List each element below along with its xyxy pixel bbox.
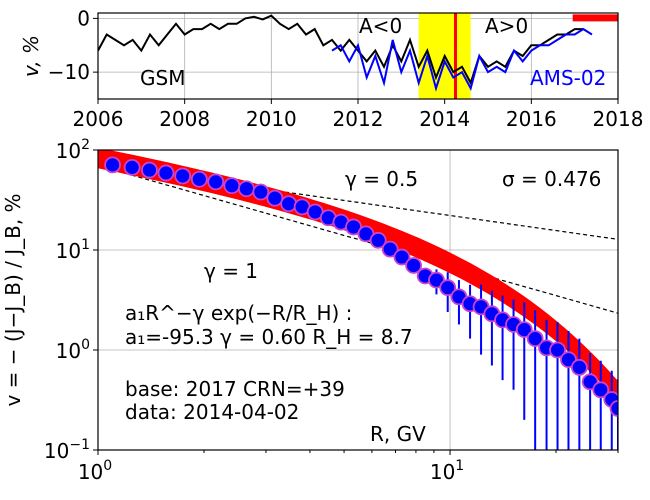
data-point (393, 248, 411, 266)
top-panel: 2006 2008 2010 2012 2014 2016 2018 0 −10 v, % GS… (19, 6, 643, 131)
ams-label: AMS-02 (530, 66, 606, 90)
data-point (266, 189, 284, 207)
data-point (428, 271, 445, 289)
data-point (157, 164, 175, 182)
data-point (345, 218, 362, 236)
reference-bar (572, 14, 618, 22)
base-label: base: 2017 CRN=+39 (125, 377, 345, 401)
data-point (570, 358, 588, 376)
top-xtick-label: 2016 (506, 107, 557, 131)
bottom-xlabel: R, GV (370, 422, 426, 446)
bottom-ytick-label: 101 (56, 237, 90, 263)
reference-line-gamma-1 (98, 164, 618, 314)
top-ylabel: v, % (19, 35, 43, 77)
top-xtick-label: 2010 (246, 107, 297, 131)
a-pos-label: A>0 (485, 14, 528, 38)
data-points (104, 156, 618, 417)
gsm-label: GSM (140, 66, 185, 90)
data-point (369, 231, 387, 249)
date-label: data: 2014-04-02 (125, 400, 299, 424)
data-point (549, 341, 566, 359)
top-ytick-label: −10 (48, 60, 90, 84)
top-xtick-label: 2006 (73, 107, 124, 131)
data-point (526, 330, 544, 348)
series-line-gsm (98, 14, 584, 86)
data-point (609, 400, 618, 417)
formula-label: a₁R^−γ exp(−R/R_H) : (125, 301, 352, 325)
data-point (381, 240, 399, 258)
sigma-label: σ = 0.476 (502, 167, 601, 191)
bottom-xtick-label: 100 (78, 458, 112, 484)
bottom-ylabel: v = − (J−J_B) / J_B, % (1, 193, 25, 406)
top-ticks: 2006 2008 2010 2012 2014 2016 2018 0 −10 (48, 6, 644, 131)
data-point (515, 321, 533, 338)
data-point (141, 161, 158, 179)
data-point (207, 173, 225, 191)
top-xtick-label: 2014 (419, 107, 470, 131)
top-xtick-label: 2018 (593, 107, 644, 131)
bottom-xtick-label: 101 (430, 458, 464, 484)
data-point (439, 279, 457, 297)
data-point (223, 177, 241, 195)
top-ylabel-text: v, % (19, 35, 43, 77)
top-ytick-label: 0 (77, 6, 90, 30)
bottom-ytick-label: 102 (56, 137, 90, 163)
bottom-plot-frame (97, 149, 619, 451)
gamma-one-label: γ = 1 (204, 259, 258, 283)
data-point (190, 170, 208, 188)
data-point (104, 156, 121, 174)
data-point (238, 180, 255, 198)
data-point (592, 381, 610, 399)
data-point (123, 158, 141, 176)
top-series-lines (98, 14, 593, 92)
gamma-half-label: γ = 0.5 (345, 167, 418, 191)
top-xtick-label: 2008 (159, 107, 210, 131)
params-label: a₁=-95.3 γ = 0.60 R_H = 8.7 (125, 325, 413, 349)
data-point (280, 195, 298, 213)
data-point (405, 257, 423, 274)
bottom-ytick-label: 100 (56, 337, 90, 363)
data-point (252, 183, 270, 201)
bottom-ytick-label: 10−1 (44, 437, 90, 463)
series-line-ams (331, 27, 593, 92)
a-neg-label: A<0 (359, 14, 402, 38)
data-point (174, 167, 192, 185)
top-xtick-label: 2012 (333, 107, 384, 131)
